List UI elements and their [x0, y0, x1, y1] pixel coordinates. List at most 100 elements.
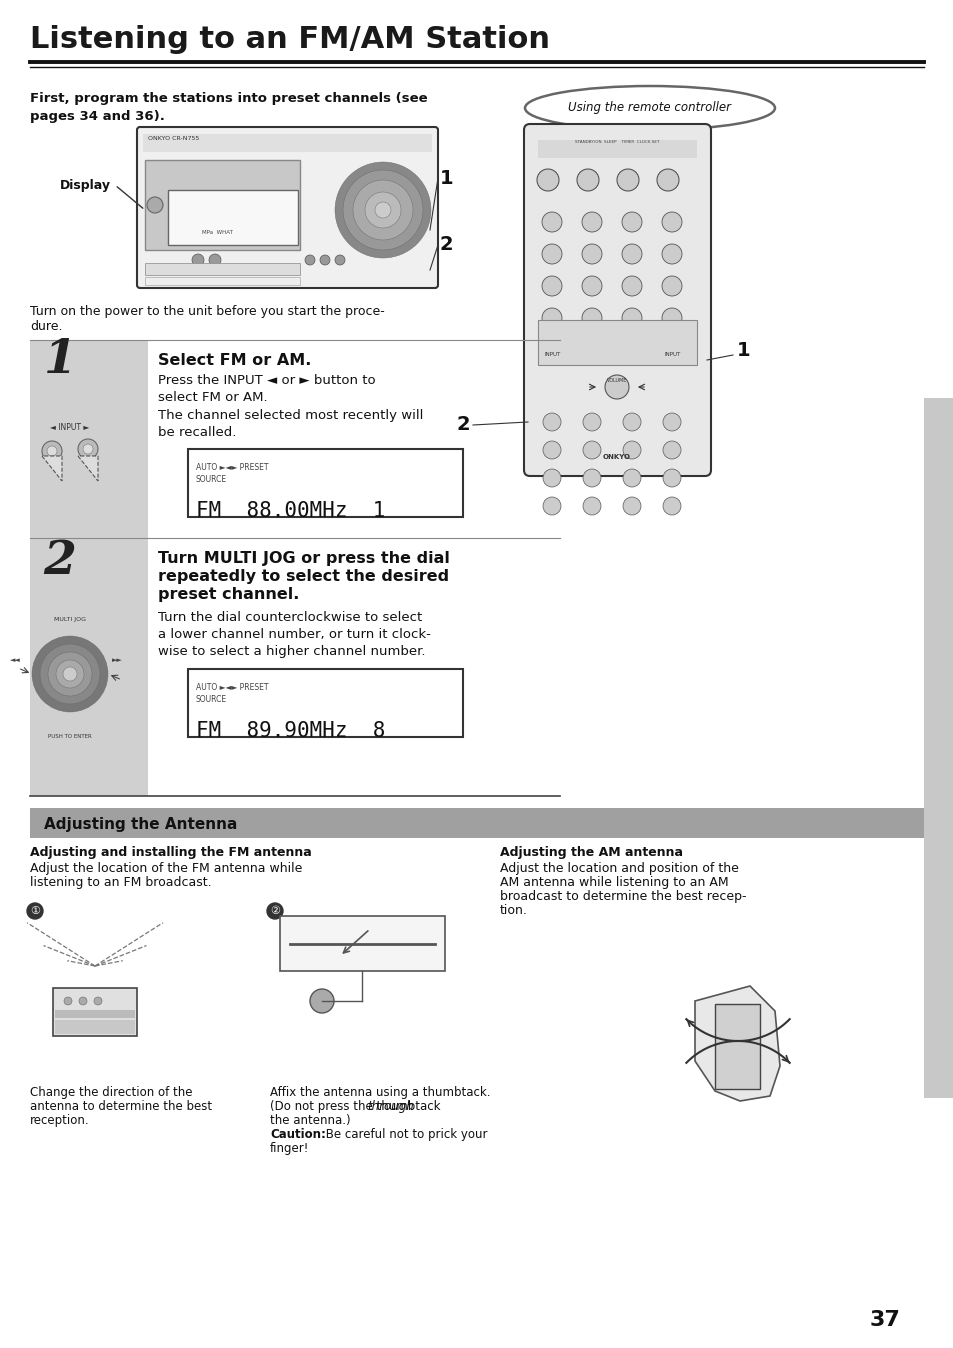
Bar [168, 190, 297, 245]
Circle shape [542, 497, 560, 515]
Circle shape [661, 212, 681, 232]
Text: Turn the dial counterclockwise to select: Turn the dial counterclockwise to select [158, 611, 422, 624]
Text: Adjust the location of the FM antenna while: Adjust the location of the FM antenna wh… [30, 861, 302, 875]
Bar [55, 1010, 135, 1018]
Bar [537, 140, 697, 158]
Text: Using the remote controller: Using the remote controller [568, 101, 731, 115]
Circle shape [542, 412, 560, 431]
Text: through: through [367, 1100, 414, 1113]
Circle shape [617, 168, 639, 191]
Bar [923, 398, 953, 1099]
Text: Adjusting and installing the FM antenna: Adjusting and installing the FM antenna [30, 847, 312, 859]
Text: tion.: tion. [499, 905, 527, 917]
Bar [537, 319, 697, 365]
FancyBboxPatch shape [523, 124, 710, 476]
Circle shape [662, 469, 680, 487]
Text: broadcast to determine the best recep-: broadcast to determine the best recep- [499, 890, 745, 903]
Text: AM antenna while listening to an AM: AM antenna while listening to an AM [499, 876, 728, 888]
Text: First, program the stations into preset channels (see: First, program the stations into preset … [30, 92, 427, 105]
Text: repeatedly to select the desired: repeatedly to select the desired [158, 569, 449, 584]
Text: Affix the antenna using a thumbtack.: Affix the antenna using a thumbtack. [270, 1086, 490, 1099]
Circle shape [267, 903, 283, 919]
Circle shape [581, 244, 601, 264]
Text: 2: 2 [439, 236, 453, 255]
Text: preset channel.: preset channel. [158, 586, 299, 603]
Circle shape [582, 412, 600, 431]
Circle shape [662, 497, 680, 515]
Text: STANDBY/ON  SLEEP    TIMER  CLOCK SET: STANDBY/ON SLEEP TIMER CLOCK SET [574, 140, 659, 144]
Text: Caution:: Caution: [270, 1128, 326, 1140]
Text: listening to an FM broadcast.: listening to an FM broadcast. [30, 876, 212, 888]
Circle shape [581, 307, 601, 328]
Circle shape [365, 191, 400, 228]
Circle shape [47, 446, 57, 456]
Circle shape [582, 441, 600, 460]
Circle shape [662, 441, 680, 460]
Circle shape [310, 989, 334, 1012]
Circle shape [657, 168, 679, 191]
Text: select FM or AM.: select FM or AM. [158, 391, 268, 404]
Text: ②: ② [270, 906, 280, 917]
Text: 2: 2 [44, 538, 76, 584]
Circle shape [541, 212, 561, 232]
Circle shape [42, 441, 62, 461]
Text: AUTO ►◄► PRESET: AUTO ►◄► PRESET [195, 462, 268, 472]
Text: INPUT: INPUT [664, 352, 680, 357]
Circle shape [64, 998, 71, 1006]
FancyBboxPatch shape [188, 449, 462, 518]
Text: ◄◄: ◄◄ [10, 656, 21, 663]
Polygon shape [78, 456, 98, 481]
Circle shape [375, 202, 391, 218]
Text: SOURCE: SOURCE [195, 696, 227, 704]
Text: Turn on the power to the unit before you start the proce-: Turn on the power to the unit before you… [30, 305, 384, 318]
Circle shape [622, 497, 640, 515]
FancyBboxPatch shape [137, 127, 437, 288]
Circle shape [40, 644, 100, 704]
Text: be recalled.: be recalled. [158, 426, 236, 439]
Circle shape [83, 443, 92, 454]
Text: ◄ INPUT ►: ◄ INPUT ► [51, 423, 90, 431]
Circle shape [541, 276, 561, 297]
Text: 2: 2 [456, 415, 470, 434]
Circle shape [621, 307, 641, 328]
Circle shape [192, 253, 204, 266]
Text: Change the direction of the: Change the direction of the [30, 1086, 193, 1099]
Text: finger!: finger! [270, 1142, 309, 1155]
Circle shape [661, 276, 681, 297]
Circle shape [582, 469, 600, 487]
Circle shape [604, 375, 628, 399]
Bar [30, 807, 923, 838]
Circle shape [622, 469, 640, 487]
Text: Select FM or AM.: Select FM or AM. [158, 353, 311, 368]
Circle shape [662, 412, 680, 431]
Text: Be careful not to prick your: Be careful not to prick your [322, 1128, 487, 1140]
Circle shape [335, 255, 345, 266]
Text: Press the INPUT ◄ or ► button to: Press the INPUT ◄ or ► button to [158, 373, 375, 387]
Text: 1: 1 [737, 341, 750, 360]
Text: AUTO ►◄► PRESET: AUTO ►◄► PRESET [195, 683, 268, 692]
Text: FM  88.00MHz  1: FM 88.00MHz 1 [195, 501, 385, 520]
Ellipse shape [524, 86, 774, 129]
Circle shape [541, 307, 561, 328]
Circle shape [78, 439, 98, 460]
Circle shape [542, 441, 560, 460]
Text: ONKYO CR-N755: ONKYO CR-N755 [148, 136, 199, 142]
Circle shape [94, 998, 102, 1006]
Text: dure.: dure. [30, 319, 63, 333]
Bar [143, 133, 432, 152]
Circle shape [48, 652, 91, 696]
Text: reception.: reception. [30, 1113, 90, 1127]
Text: MULTI JOG: MULTI JOG [54, 617, 86, 621]
Text: 1: 1 [439, 168, 453, 187]
Bar [145, 263, 299, 275]
Text: Adjusting the Antenna: Adjusting the Antenna [44, 817, 237, 833]
Circle shape [661, 244, 681, 264]
Text: a lower channel number, or turn it clock-: a lower channel number, or turn it clock… [158, 628, 431, 642]
Text: SOURCE: SOURCE [195, 474, 227, 484]
Circle shape [581, 212, 601, 232]
Circle shape [27, 903, 43, 919]
Text: antenna to determine the best: antenna to determine the best [30, 1100, 212, 1113]
Bar [30, 341, 148, 538]
Circle shape [56, 661, 84, 687]
Circle shape [661, 307, 681, 328]
